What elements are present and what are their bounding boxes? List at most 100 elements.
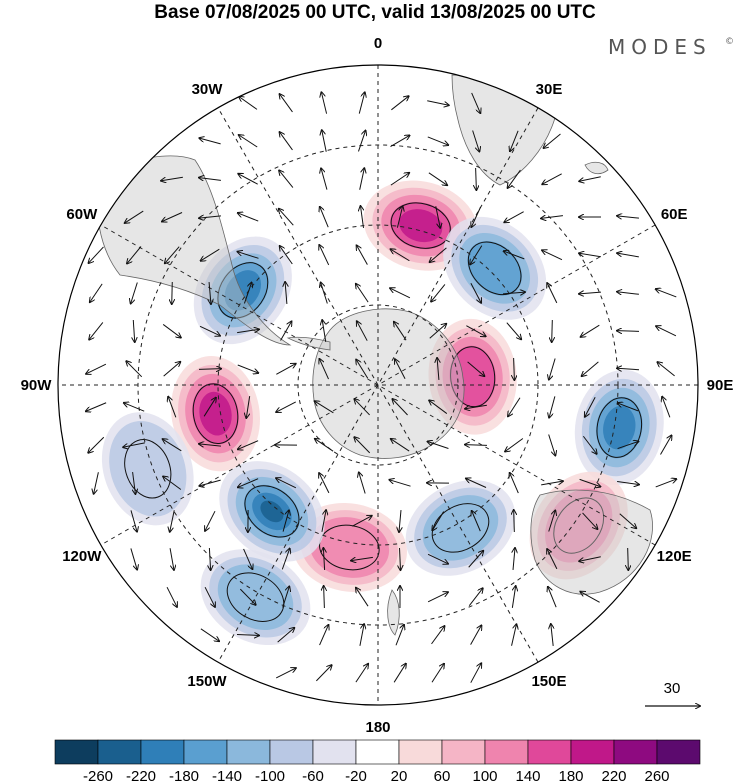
wind-arrow: [502, 292, 525, 294]
wind-arrow: [505, 438, 524, 452]
wind-arrow: [89, 322, 104, 339]
colorbar-tick-label: 180: [558, 768, 583, 783]
anomaly-field: [101, 180, 664, 646]
wind-arrow: [86, 363, 107, 374]
wind-arrow: [471, 206, 482, 227]
colorbar-swatch: [656, 739, 701, 765]
wind-arrow: [321, 168, 328, 190]
wind-arrow: [399, 510, 401, 532]
wind-arrow: [205, 510, 216, 531]
colorbar-swatch: [570, 739, 615, 765]
wind-arrow: [465, 445, 488, 446]
south-america-landmass: [96, 155, 292, 346]
wind-arrow: [321, 92, 328, 114]
wind-arrow: [582, 512, 598, 529]
longitude-label-0: 0: [374, 35, 382, 52]
wind-arrow: [355, 664, 368, 683]
wind-arrow: [199, 138, 221, 145]
longitude-label-120w: 120W: [62, 548, 102, 565]
wind-arrow: [280, 246, 293, 265]
wind-arrow: [280, 321, 292, 341]
wind-arrow: [472, 511, 481, 532]
wind-arrow: [431, 284, 446, 301]
wind-arrow: [359, 472, 366, 494]
colorbar-tick-label: -260: [83, 768, 113, 783]
wind-arrow: [86, 402, 107, 412]
wind-arrow: [544, 133, 561, 148]
wind-arrow: [354, 437, 371, 454]
wind-arrow: [201, 248, 220, 261]
wind-arrow: [162, 212, 183, 221]
wind-arrow: [470, 283, 481, 302]
wind-arrow: [508, 397, 521, 416]
wind-arrow: [391, 96, 408, 111]
wind-arrow: [319, 359, 329, 380]
wind-arrow: [391, 249, 410, 262]
wind-arrow: [579, 478, 601, 486]
wind-arrow: [281, 549, 289, 570]
wind-arrow: [660, 435, 672, 455]
wind-arrow: [549, 358, 556, 379]
madagascar-landmass: [584, 161, 609, 175]
colorbar-swatch: [269, 739, 314, 765]
wind-arrow: [580, 592, 600, 603]
wind-arrow: [549, 396, 556, 417]
wind-arrow: [276, 478, 297, 489]
colorbar-tick-label: -100: [255, 768, 285, 783]
wind-arrow: [204, 586, 215, 607]
wind-arrow: [282, 587, 290, 608]
colorbar-tick-label: -220: [126, 768, 156, 783]
reference-vector-label: 30: [664, 680, 681, 697]
wind-arrow: [162, 324, 181, 337]
wind-arrow: [243, 283, 251, 304]
reference-vector: 30: [645, 680, 700, 706]
wind-arrow: [133, 319, 134, 342]
wind-arrow: [617, 292, 639, 295]
wind-arrow: [504, 211, 524, 223]
wind-arrow: [276, 364, 295, 375]
wind-arrow: [315, 665, 331, 682]
wind-arrow: [617, 481, 639, 484]
wind-arrow: [209, 547, 210, 570]
wind-arrow: [276, 401, 296, 412]
wind-arrow: [172, 281, 173, 304]
wind-arrow: [236, 635, 259, 636]
wind-arrow: [430, 247, 447, 262]
wind-arrow: [199, 325, 220, 335]
wind-arrow: [542, 250, 563, 261]
colorbar-tick-label: -180: [169, 768, 199, 783]
colorbar-tick-label: 60: [434, 768, 451, 783]
wind-arrow: [437, 358, 439, 381]
wind-arrow: [511, 586, 515, 608]
wind-arrow: [579, 176, 601, 182]
wind-arrow: [427, 100, 449, 106]
wind-arrow: [319, 245, 330, 266]
wind-arrow: [504, 251, 525, 260]
wind-arrow: [656, 326, 677, 337]
wind-arrow: [390, 135, 409, 147]
wind-arrow: [470, 625, 482, 645]
wind-arrow: [551, 624, 553, 646]
wind-arrow: [662, 397, 671, 418]
wind-arrow: [429, 400, 448, 414]
wind-arrow: [431, 626, 445, 645]
wind-arrow: [390, 173, 409, 186]
longitude-label-90w: 90W: [21, 377, 53, 394]
map-disc: [58, 65, 698, 705]
wind-arrow: [279, 209, 294, 226]
longitude-label-60e: 60E: [661, 206, 688, 223]
wind-arrow: [315, 439, 334, 452]
colorbar-tick-label: 20: [391, 768, 408, 783]
wind-arrow: [470, 663, 481, 683]
wind-arrow: [428, 442, 449, 449]
wind-arrow: [467, 361, 485, 376]
wind-arrow: [394, 322, 407, 341]
wind-arrow: [163, 362, 181, 377]
wind-arrow: [357, 245, 368, 265]
wind-arrow: [618, 403, 639, 412]
wind-arrow: [123, 442, 145, 447]
meridian-line: [217, 107, 539, 663]
wind-arrow: [238, 252, 259, 259]
negative-anomaly: [193, 236, 292, 345]
longitude-labels: 0 30E 60E 90E 120E 150E 180 150W 120W 90W 60W 30W: [21, 35, 734, 736]
